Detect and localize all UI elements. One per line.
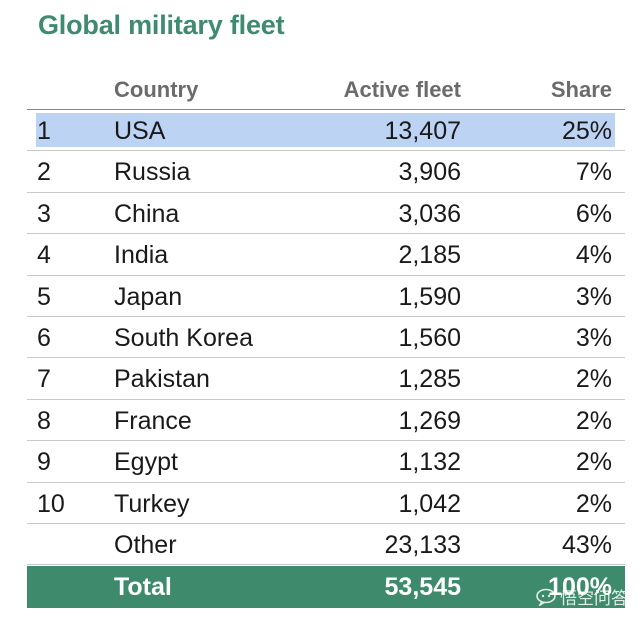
table-row: 2 Russia 3,906 7%	[27, 151, 625, 193]
rank-cell: 7	[37, 365, 51, 394]
total-share: 100%	[548, 573, 612, 602]
active-fleet-cell: 1,042	[398, 489, 461, 518]
row-highlight	[36, 113, 615, 148]
table-row: 7 Pakistan 1,285 2%	[27, 358, 625, 400]
total-row: Total 53,545 100%	[27, 566, 625, 608]
country-cell: Russia	[114, 158, 191, 187]
share-cell: 4%	[575, 241, 612, 270]
share-cell: 3%	[575, 282, 612, 311]
active-fleet-cell: 1,560	[398, 323, 461, 352]
table-row: 4 India 2,185 4%	[27, 234, 625, 276]
rank-cell: 8	[37, 406, 51, 435]
chart-title: Global military fleet	[38, 10, 285, 40]
rank-cell: 3	[37, 199, 51, 228]
rank-cell: 2	[37, 158, 51, 187]
country-cell: Other	[114, 530, 177, 559]
country-cell: USA	[114, 117, 166, 145]
country-cell: India	[114, 241, 169, 270]
rank-cell: 6	[37, 323, 51, 352]
header-country: Country	[114, 77, 199, 102]
header-active-fleet: Active fleet	[343, 77, 461, 102]
speech-bubble-logo-icon	[536, 588, 556, 606]
share-cell: 2%	[575, 365, 612, 394]
header-share: Share	[550, 77, 612, 102]
table-row: 1 USA 13,407 25%	[27, 110, 625, 152]
fleet-table: Country Active fleet Share 1 USA 13,407 25%…	[27, 70, 625, 608]
table-row: 10 Turkey 1,042 2%	[27, 483, 625, 524]
table-row: 5 Japan 1,590 3%	[27, 276, 625, 317]
share-cell: 6%	[575, 199, 612, 228]
share-cell: 7%	[575, 158, 612, 187]
active-fleet-cell: 1,269	[398, 406, 461, 435]
active-fleet-cell: 3,906	[398, 158, 461, 187]
rank-cell: 9	[37, 448, 51, 477]
table-row: 3 China 3,036 6%	[27, 193, 625, 235]
total-label: Total	[114, 573, 172, 602]
active-fleet-cell: 1,132	[398, 448, 461, 477]
table-row: Other 23,133 43%	[27, 524, 625, 566]
country-cell: Japan	[114, 282, 183, 311]
country-cell: South Korea	[114, 323, 253, 352]
country-cell: France	[114, 406, 192, 435]
active-fleet-cell: 2,185	[398, 241, 461, 270]
country-cell: China	[114, 199, 180, 228]
rank-cell: 4	[37, 241, 51, 270]
share-cell: 43%	[561, 530, 612, 559]
share-cell: 2%	[575, 448, 612, 477]
active-fleet-cell: 3,036	[398, 199, 461, 228]
share-cell: 2%	[575, 406, 612, 435]
country-cell: Egypt	[114, 448, 178, 477]
table-row: 9 Egypt 1,132 2%	[27, 441, 625, 483]
active-fleet-cell: 1,285	[398, 365, 461, 394]
watermark-text: 悟空问答	[560, 589, 628, 608]
table-body: 1 USA 13,407 25% 2 Russia 3,906 7% 3 China 3,036 6%…	[27, 110, 625, 566]
active-fleet-cell: 23,133	[384, 530, 461, 559]
table-header-row: Country Active fleet Share	[27, 70, 625, 110]
country-cell: Pakistan	[114, 365, 210, 394]
share-cell: 3%	[575, 323, 612, 352]
watermark: 悟空问答	[536, 584, 628, 609]
active-fleet-cell: 1,590	[398, 282, 461, 311]
rank-cell: 1	[37, 117, 51, 145]
table-row: 8 France 1,269 2%	[27, 400, 625, 442]
rank-cell: 10	[37, 489, 65, 518]
rank-cell: 5	[37, 282, 51, 311]
table-row: 6 South Korea 1,560 3%	[27, 317, 625, 359]
country-cell: Turkey	[114, 489, 190, 518]
share-cell: 2%	[575, 489, 612, 518]
share-cell: 25%	[561, 117, 612, 145]
active-fleet-cell: 13,407	[384, 117, 461, 145]
total-fleet: 53,545	[384, 573, 461, 602]
